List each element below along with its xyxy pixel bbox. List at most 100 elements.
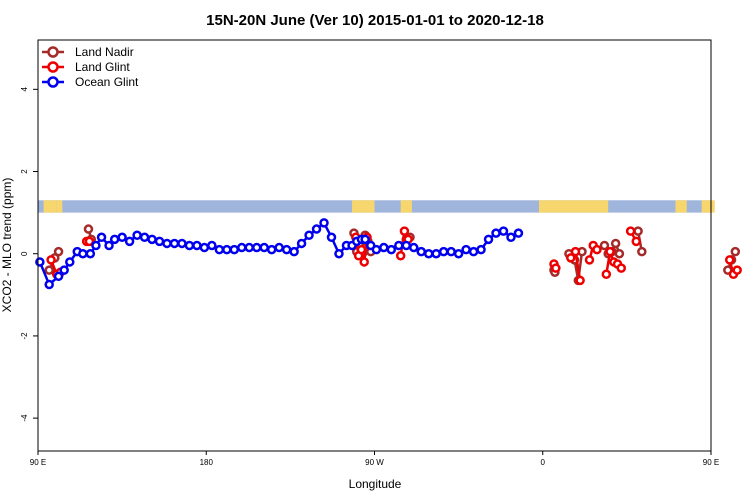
data-point xyxy=(139,232,150,243)
data-point xyxy=(453,248,464,259)
data-point xyxy=(91,240,101,251)
data-point xyxy=(169,238,180,249)
x-tick-label: 90 E xyxy=(30,458,46,467)
data-point xyxy=(592,244,602,255)
data-point xyxy=(446,246,456,257)
legend-marker xyxy=(47,46,59,58)
map-strip-land xyxy=(675,200,687,213)
data-point xyxy=(296,238,307,249)
legend-label: Land Nadir xyxy=(75,45,134,59)
data-point xyxy=(199,242,210,253)
legend-label: Land Glint xyxy=(75,60,130,74)
data-point xyxy=(289,246,299,257)
x-axis-label: Longitude xyxy=(349,477,402,491)
data-point xyxy=(53,246,64,257)
map-strip-land xyxy=(400,200,412,213)
map-strip-land xyxy=(43,200,57,213)
data-point xyxy=(96,232,107,243)
data-point xyxy=(599,240,610,251)
data-point xyxy=(616,263,627,273)
x-tick-label: 90 E xyxy=(703,458,719,467)
x-tick-label: 0 xyxy=(541,458,546,467)
data-point xyxy=(401,240,412,251)
data-point xyxy=(633,226,643,236)
data-point xyxy=(395,251,406,261)
legend-marker xyxy=(47,61,59,73)
data-point xyxy=(732,265,742,275)
legend-item: Ocean Glint xyxy=(42,75,139,89)
data-point xyxy=(274,242,284,253)
data-point xyxy=(259,242,269,253)
data-point xyxy=(461,244,471,255)
map-strip-land xyxy=(352,200,375,213)
data-point xyxy=(438,246,449,257)
data-point xyxy=(117,232,127,243)
data-point xyxy=(83,224,94,234)
data-point xyxy=(319,218,329,228)
data-point xyxy=(423,248,434,259)
data-point xyxy=(625,226,636,236)
data-point xyxy=(610,238,621,249)
data-point xyxy=(601,269,612,280)
x-tick-label: 90 W xyxy=(365,458,384,467)
legend-label: Ocean Glint xyxy=(75,75,139,89)
data-point xyxy=(476,244,486,255)
data-point xyxy=(124,236,135,247)
data-point xyxy=(154,236,165,247)
data-point xyxy=(162,238,172,249)
series-layer xyxy=(35,218,742,290)
x-axis: 90 E 180 90 W 0 90 E xyxy=(30,451,719,467)
data-point xyxy=(360,234,370,245)
data-point xyxy=(46,255,56,265)
data-point xyxy=(44,279,54,290)
chart-title: 15N-20N June (Ver 10) 2015-01-01 to 2020… xyxy=(206,12,544,29)
data-point xyxy=(483,234,494,245)
data-point xyxy=(104,240,114,251)
y-tick-label: 4 xyxy=(20,87,29,92)
data-point xyxy=(468,246,479,257)
data-point xyxy=(44,265,54,275)
data-point xyxy=(311,224,322,234)
data-point xyxy=(399,226,410,236)
y-tick-label: 0 xyxy=(20,251,29,256)
data-point xyxy=(409,242,419,253)
data-point xyxy=(251,242,262,253)
data-point xyxy=(84,236,95,247)
data-point xyxy=(575,275,585,286)
data-point xyxy=(147,234,157,245)
data-point xyxy=(386,244,397,255)
map-strip xyxy=(38,200,715,213)
data-point xyxy=(605,246,615,257)
data-point xyxy=(637,246,647,257)
data-point xyxy=(192,240,202,251)
data-point xyxy=(431,248,441,259)
data-point xyxy=(109,234,120,245)
data-point xyxy=(334,248,344,259)
data-point xyxy=(281,244,292,255)
data-point xyxy=(207,240,217,251)
series-land-glint xyxy=(46,226,742,286)
legend-item: Land Glint xyxy=(42,60,130,74)
y-axis-label: XCO2 - MLO trend (ppm) xyxy=(0,178,14,313)
data-point xyxy=(730,246,741,257)
data-point xyxy=(513,228,524,238)
data-point xyxy=(614,248,625,259)
data-point xyxy=(78,248,88,259)
data-point xyxy=(584,255,595,265)
data-point xyxy=(85,248,96,259)
data-point xyxy=(222,244,232,255)
data-point xyxy=(506,232,516,243)
data-point xyxy=(491,228,501,238)
data-point xyxy=(266,244,277,255)
data-point xyxy=(35,257,45,267)
data-point xyxy=(132,230,142,240)
y-axis: -4 -2 0 2 4 xyxy=(20,87,38,422)
data-point xyxy=(379,242,389,253)
data-point xyxy=(304,230,314,240)
data-point xyxy=(214,244,225,255)
data-point xyxy=(326,232,337,243)
map-strip-land xyxy=(701,200,715,213)
data-point xyxy=(65,257,75,267)
legend-marker xyxy=(47,76,59,88)
